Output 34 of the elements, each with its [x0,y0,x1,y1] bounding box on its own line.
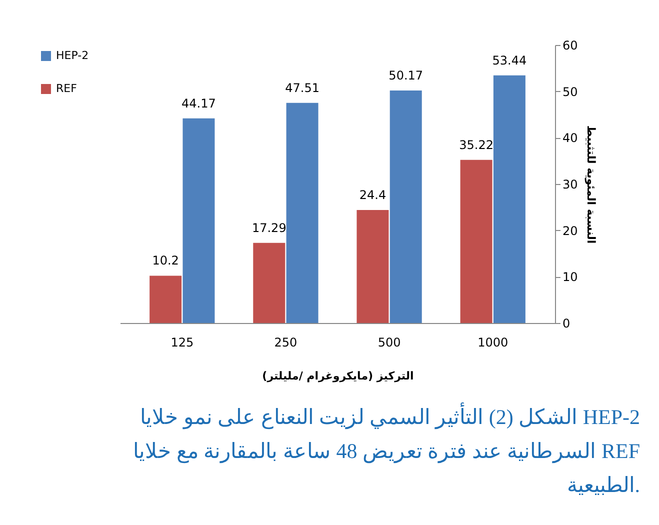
y-tick-label: 30 [562,178,578,192]
legend-label: HEP-2 [56,49,89,62]
data-label: 35.22 [459,138,494,152]
data-label: 47.51 [285,80,320,95]
y-tick-label: 20 [562,224,578,238]
bar [460,160,492,323]
y-tick-label: 40 [562,131,578,146]
data-label: 17.29 [252,220,286,235]
y-tick-label: 50 [562,84,578,99]
legend-label: REF [56,82,77,95]
bar [356,210,389,323]
bar [493,75,526,323]
bar [182,118,215,323]
text: الطبيعية. [566,473,640,497]
y-axis-title: النسبة المئوية للتثبيط [584,125,598,244]
bar [253,242,286,323]
x-tick-label: 500 [378,336,401,350]
x-axis-title: التركيز (مايكروغرام /مليلتر) [262,370,414,382]
y-tick-label: 0 [562,316,570,330]
data-label: 50.17 [388,68,424,83]
text: الشكل (2) التأثير السمي لزيت النعناع على نمو خلايا HEP-2 [140,401,640,430]
y-tick-label: 60 [562,38,578,52]
bar [286,102,318,323]
data-label: 44.17 [182,96,216,110]
x-tick-label: 1000 [478,336,508,350]
x-tick-label: 125 [170,336,194,350]
data-label: 24.4 [359,188,386,202]
x-tick-label: 250 [274,336,298,350]
bar [390,90,422,323]
data-label: 10.2 [152,254,179,268]
y-tick-label: 10 [562,270,578,284]
data-label: 53.44 [492,53,527,68]
text: السرطانية عند فترة تعريض 48 ساعة بالمقارنة مع خلايا REF [133,439,640,464]
bar [150,276,182,323]
